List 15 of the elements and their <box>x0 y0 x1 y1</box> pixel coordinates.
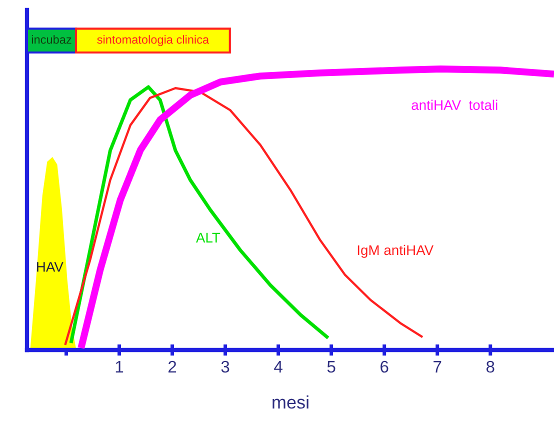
x-tick-label: 6 <box>380 360 388 373</box>
x-tick-label: 7 <box>434 361 442 372</box>
x-tick-label: 5 <box>327 361 336 373</box>
x-tick-label: 1 <box>116 361 124 372</box>
text: sintomatologia clinica <box>97 35 210 46</box>
x-axis-title: mesi <box>272 395 308 409</box>
x-tick-label: 4 <box>274 361 282 372</box>
series-label: HAV <box>37 262 64 272</box>
series-label: IgM antiHAV <box>358 244 434 258</box>
text: incubaz <box>32 35 72 44</box>
series-label: ALT <box>196 232 220 242</box>
x-tick-label: 8 <box>486 360 494 373</box>
x-tick-label: 2 <box>168 360 176 372</box>
text: antiHAV totali <box>412 100 498 110</box>
x-tick-label: 3 <box>221 360 230 373</box>
